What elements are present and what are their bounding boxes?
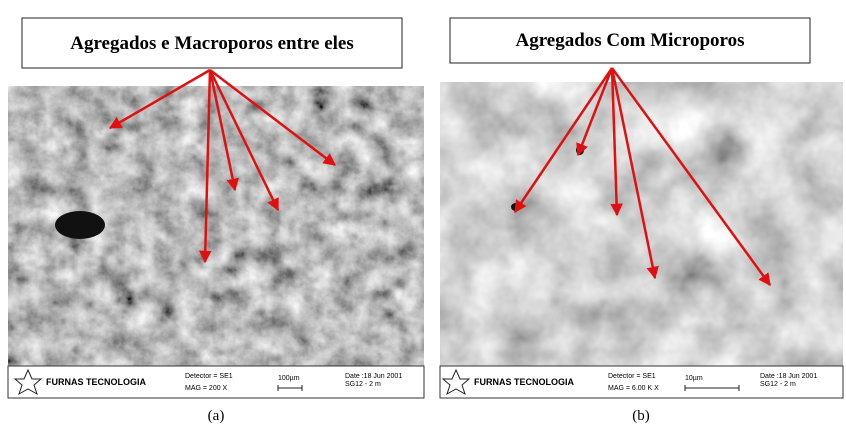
panel-a: FURNAS TECNOLOGIA Detector = SE1 MAG = 2… xyxy=(8,18,424,424)
scale-label: 100µm xyxy=(278,375,300,382)
magnification: MAG = 200 X xyxy=(185,385,228,392)
sample: SG12 - 2 m xyxy=(345,381,381,388)
sem-image xyxy=(440,82,843,366)
detector: Detector = SE1 xyxy=(608,373,656,380)
date: Date :18 Jun 2001 xyxy=(760,373,817,380)
panel-b: FURNAS TECNOLOGIA Detector = SE1 MAG = 6… xyxy=(440,18,843,424)
label-text: Agregados e Macroporos entre eles xyxy=(70,33,354,54)
logo-text: FURNAS TECNOLOGIA xyxy=(46,377,146,387)
macropore xyxy=(55,211,105,239)
caption: (a) xyxy=(208,408,225,424)
label-text: Agregados Com Microporos xyxy=(515,30,744,51)
detector: Detector = SE1 xyxy=(185,373,233,380)
magnification: MAG = 6.00 K X xyxy=(608,385,659,392)
caption: (b) xyxy=(632,408,650,424)
sample: SG12 - 2 m xyxy=(760,381,796,388)
date: Date :18 Jun 2001 xyxy=(345,373,402,380)
logo-text: FURNAS TECNOLOGIA xyxy=(474,377,574,387)
scale-label: 10µm xyxy=(685,375,703,382)
figure: FURNAS TECNOLOGIA Detector = SE1 MAG = 2… xyxy=(0,0,846,430)
